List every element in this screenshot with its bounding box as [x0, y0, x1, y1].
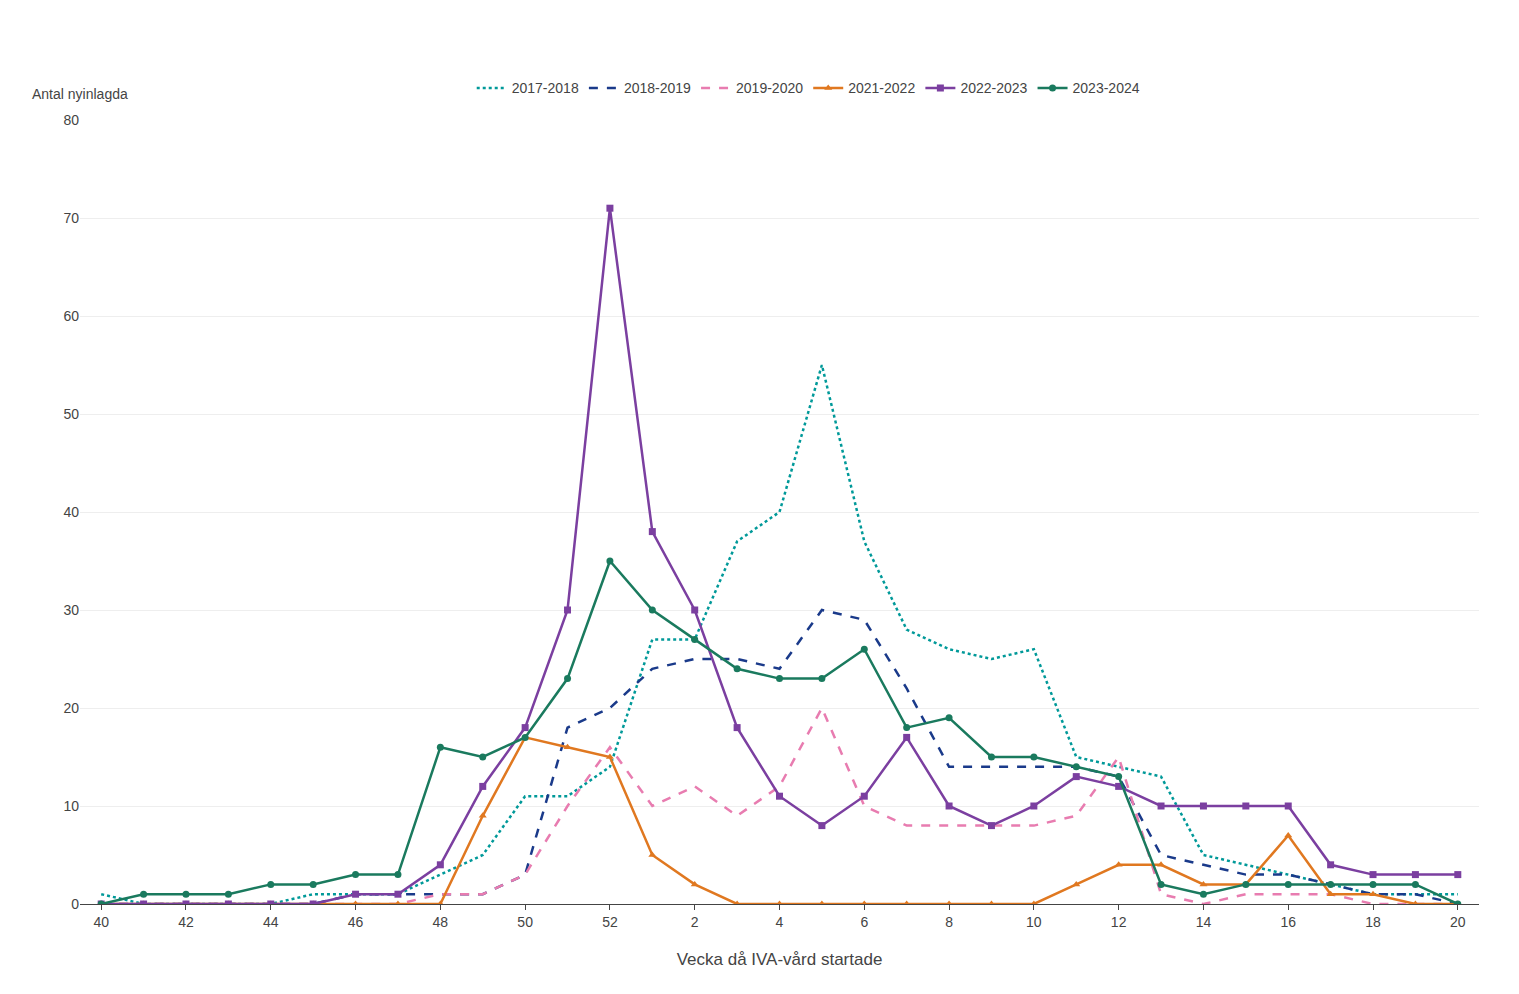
svg-text:42: 42 [178, 914, 194, 930]
svg-text:2017-2018: 2017-2018 [512, 80, 579, 96]
svg-text:Antal nyinlagda: Antal nyinlagda [32, 86, 128, 102]
svg-text:44: 44 [263, 914, 279, 930]
svg-text:2: 2 [691, 914, 699, 930]
svg-text:40: 40 [63, 504, 79, 520]
svg-text:80: 80 [63, 112, 79, 128]
svg-text:2023-2024: 2023-2024 [1073, 80, 1140, 96]
svg-text:8: 8 [945, 914, 953, 930]
svg-text:52: 52 [602, 914, 618, 930]
svg-text:18: 18 [1365, 914, 1381, 930]
svg-text:Vecka då IVA-vård startade: Vecka då IVA-vård startade [677, 950, 883, 969]
svg-text:30: 30 [63, 602, 79, 618]
svg-text:10: 10 [63, 798, 79, 814]
svg-text:20: 20 [63, 700, 79, 716]
svg-text:20: 20 [1450, 914, 1466, 930]
svg-text:50: 50 [63, 406, 79, 422]
svg-text:50: 50 [517, 914, 533, 930]
svg-text:40: 40 [93, 914, 109, 930]
svg-text:12: 12 [1111, 914, 1127, 930]
svg-text:4: 4 [776, 914, 784, 930]
svg-text:48: 48 [433, 914, 449, 930]
svg-text:14: 14 [1196, 914, 1212, 930]
svg-text:10: 10 [1026, 914, 1042, 930]
svg-text:2022-2023: 2022-2023 [960, 80, 1027, 96]
svg-text:2018-2019: 2018-2019 [624, 80, 691, 96]
svg-text:0: 0 [71, 896, 79, 912]
svg-text:2019-2020: 2019-2020 [736, 80, 803, 96]
svg-text:2021-2022: 2021-2022 [848, 80, 915, 96]
svg-text:70: 70 [63, 210, 79, 226]
svg-text:6: 6 [860, 914, 868, 930]
svg-text:46: 46 [348, 914, 364, 930]
svg-text:60: 60 [63, 308, 79, 324]
svg-text:16: 16 [1280, 914, 1296, 930]
